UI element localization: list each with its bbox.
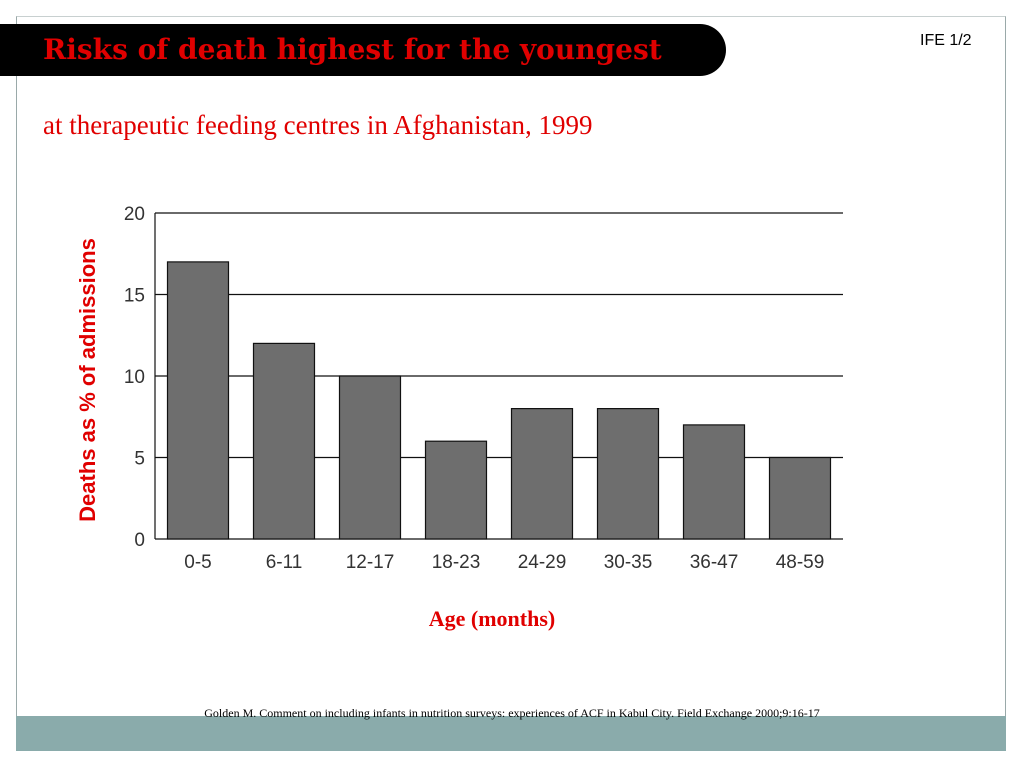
slide-frame	[16, 16, 1006, 751]
y-tick-label: 10	[124, 367, 145, 388]
slide-title: Risks of death highest for the youngest	[43, 33, 662, 66]
bar-18-23	[424, 440, 488, 540]
bar-12-17	[338, 375, 402, 540]
footer-band	[16, 716, 1006, 751]
bars	[166, 261, 832, 540]
x-tick-label: 12-17	[346, 552, 395, 573]
bar-24-29	[510, 408, 574, 540]
x-tick-label: 0-5	[184, 552, 211, 573]
bar-36-47	[682, 424, 746, 540]
x-tick-label: 48-59	[776, 552, 825, 573]
y-tick-label: 0	[134, 530, 145, 551]
bar-0-5	[166, 261, 230, 540]
y-tick-label: 15	[124, 286, 145, 307]
y-axis-label: Deaths as % of admissions	[75, 238, 100, 522]
x-tick-label: 18-23	[432, 552, 481, 573]
slide-subtitle: at therapeutic feeding centres in Afghan…	[43, 110, 593, 140]
y-tick-label: 5	[134, 449, 145, 470]
slide-number: IFE 1/2	[920, 32, 972, 49]
title-bar	[0, 24, 726, 76]
bar-6-11	[252, 342, 316, 540]
x-tick-label: 6-11	[266, 552, 303, 573]
x-tick-label: 24-29	[518, 552, 567, 573]
y-tick-labels: 0 5 10 15 20	[124, 204, 145, 551]
y-tick-label: 20	[124, 204, 145, 225]
source-citation: Golden M. Comment on including infants i…	[204, 706, 820, 720]
x-tick-label: 30-35	[604, 552, 653, 573]
x-tick-labels: 0-5 6-11 12-17 18-23 24-29 30-35 36-47 48-59	[184, 552, 824, 573]
bar-48-59	[768, 456, 832, 540]
x-axis-label: Age (months)	[429, 606, 556, 631]
bar-30-35	[596, 408, 660, 540]
bar-chart: 0 5 10 15 20 0-5 6-11 12-17 18-23 24-29 30-35 36-4…	[75, 204, 843, 631]
x-tick-label: 36-47	[690, 552, 739, 573]
